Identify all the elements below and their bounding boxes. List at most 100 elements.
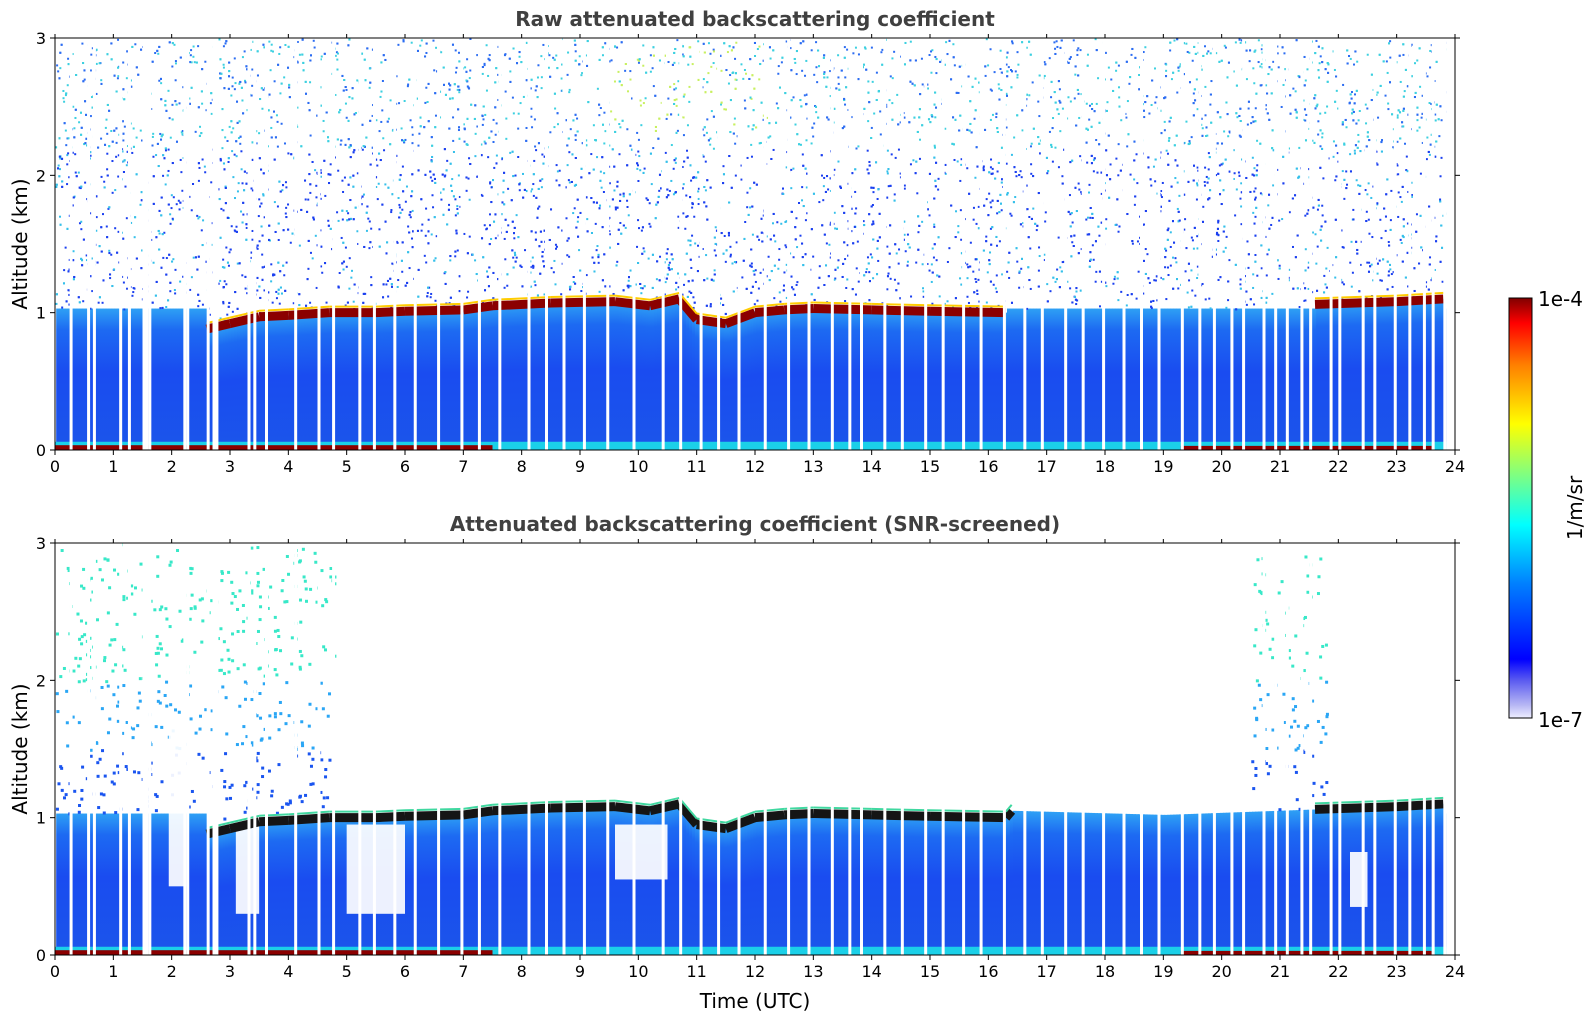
noise-speckle — [952, 43, 955, 46]
noise-speckle — [1092, 258, 1095, 261]
noise-speckle — [425, 42, 428, 45]
noise-speckle — [792, 256, 795, 259]
noise-speckle — [994, 287, 997, 290]
profile-column — [190, 308, 194, 450]
noise-speckle — [1016, 73, 1019, 76]
noise-speckle — [458, 195, 461, 198]
noise-speckle — [132, 291, 135, 294]
noise-speckle — [189, 54, 192, 57]
noise-speckle — [792, 167, 795, 170]
profile-column — [175, 308, 180, 450]
noise-speckle — [244, 79, 247, 82]
noise-speckle — [572, 281, 575, 284]
noise-speckle — [1117, 86, 1120, 89]
noise-speckle — [850, 116, 853, 119]
noise-speckle — [866, 168, 869, 171]
profile-column — [502, 305, 506, 450]
noise-speckle — [714, 226, 717, 229]
noise-speckle — [988, 192, 991, 195]
noise-speckle — [930, 280, 933, 283]
noise-speckle — [881, 48, 884, 51]
noise-speckle — [518, 189, 521, 192]
noise-speckle — [857, 145, 860, 148]
noise-speckle — [270, 126, 273, 129]
noise-speckle — [97, 301, 100, 304]
noise-speckle — [712, 147, 715, 150]
noise-speckle — [1253, 82, 1256, 85]
noise-speckle — [85, 259, 88, 262]
noise-speckle — [1086, 161, 1089, 164]
profile-column — [767, 311, 772, 450]
profile-column — [1295, 308, 1300, 450]
noise-speckle — [525, 126, 528, 129]
noise-speckle — [108, 206, 111, 209]
noise-speckle — [750, 155, 753, 158]
noise-speckle — [110, 130, 113, 133]
noise-speckle — [1005, 162, 1008, 165]
noise-speckle — [245, 223, 248, 226]
noise-speckle — [241, 56, 244, 59]
noise-speckle — [1317, 133, 1320, 136]
noise-speckle — [957, 225, 960, 228]
noise-speckle — [531, 256, 534, 259]
noise-speckle — [1088, 183, 1091, 186]
noise-speckle — [1088, 191, 1091, 194]
noise-speckle — [83, 78, 86, 81]
noise-speckle — [110, 253, 113, 256]
noise-speckle — [1155, 96, 1158, 99]
noise-speckle — [1254, 187, 1257, 190]
noise-speckle — [174, 268, 177, 271]
noise-speckle — [403, 99, 406, 102]
noise-speckle — [1209, 103, 1212, 106]
noise-speckle — [642, 64, 645, 67]
noise-speckle — [1287, 147, 1290, 150]
noise-speckle — [806, 117, 809, 120]
profile-column — [487, 306, 492, 450]
noise-speckle — [945, 41, 948, 44]
noise-speckle — [122, 281, 125, 284]
noise-speckle — [345, 88, 348, 91]
noise-speckle — [601, 54, 604, 57]
noise-speckle — [63, 269, 66, 272]
noise-speckle — [734, 57, 737, 60]
noise-speckle — [638, 155, 641, 158]
noise-speckle — [990, 89, 993, 92]
noise-speckle — [1307, 261, 1310, 264]
profile-column — [239, 321, 244, 450]
noise-speckle — [729, 255, 732, 258]
noise-speckle — [1018, 286, 1021, 289]
noise-speckle — [1186, 291, 1189, 294]
noise-speckle — [483, 140, 486, 143]
noise-speckle — [78, 222, 81, 225]
noise-speckle — [382, 137, 385, 140]
noise-speckle — [198, 215, 201, 218]
noise-speckle — [855, 147, 858, 150]
noise-speckle — [467, 290, 470, 293]
noise-speckle — [826, 76, 829, 79]
noise-speckle — [1190, 236, 1193, 239]
noise-speckle — [540, 55, 543, 58]
noise-speckle — [1256, 139, 1259, 142]
noise-speckle — [219, 157, 222, 160]
noise-speckle — [1306, 68, 1309, 71]
noise-speckle — [454, 255, 457, 258]
noise-speckle — [157, 52, 160, 55]
noise-speckle — [1389, 268, 1392, 271]
noise-speckle — [406, 281, 409, 284]
noise-speckle — [173, 289, 176, 292]
noise-speckle — [743, 68, 746, 71]
noise-speckle — [1346, 183, 1349, 186]
noise-speckle — [334, 93, 337, 96]
profile-column — [1117, 308, 1122, 450]
profile-column — [1292, 308, 1297, 450]
noise-speckle — [151, 144, 154, 147]
noise-speckle — [552, 271, 555, 274]
noise-speckle — [1399, 238, 1402, 241]
noise-speckle — [1343, 142, 1346, 145]
profile-column — [575, 302, 579, 450]
noise-speckle — [190, 209, 193, 212]
noise-speckle — [352, 300, 355, 303]
noise-speckle — [1350, 91, 1353, 94]
noise-speckle — [602, 190, 605, 193]
noise-speckle — [1326, 105, 1329, 108]
